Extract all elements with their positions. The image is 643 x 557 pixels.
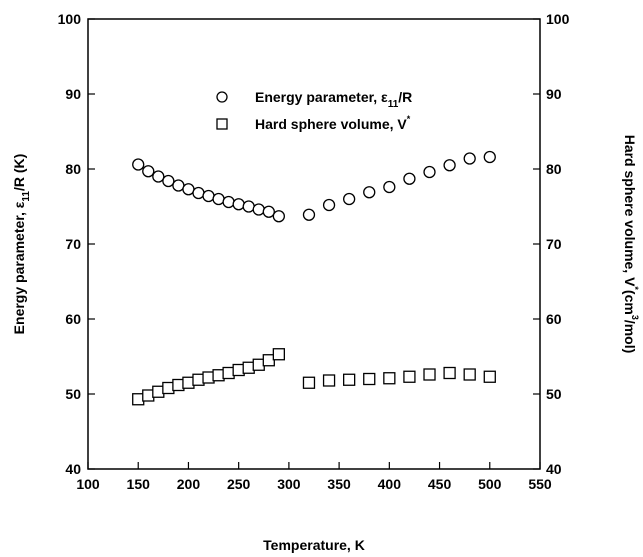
- hard-sphere-volume-point: [383, 372, 396, 385]
- energy-parameter-point: [463, 152, 476, 165]
- data-markers: [132, 150, 496, 406]
- energy-parameter-point: [302, 208, 316, 221]
- hard-sphere-volume-point: [483, 370, 496, 383]
- hard-sphere-volume-point: [322, 374, 336, 387]
- energy-parameter-point: [383, 180, 396, 194]
- hard-sphere-volume-point: [202, 371, 215, 384]
- x-axis-ticks: 100 150 200 250 300 350 400 450 500 550: [76, 462, 552, 492]
- energy-parameter-point: [212, 192, 225, 206]
- hard-sphere-volume-point: [463, 368, 476, 381]
- energy-parameter-point: [202, 189, 215, 203]
- y-right-tick-label: 80: [546, 161, 562, 177]
- energy-parameter-point: [252, 203, 265, 216]
- energy-parameter-point: [162, 174, 175, 188]
- energy-parameter-point: [262, 205, 275, 218]
- x-tick-label: 250: [227, 476, 251, 492]
- hard-sphere-volume-point: [403, 370, 416, 383]
- y-axis-right-label: Hard sphere volume, V*(cm3/mol): [622, 135, 640, 354]
- x-tick-label: 400: [378, 476, 402, 492]
- energy-parameter-point: [343, 192, 356, 206]
- x-tick-label: 450: [428, 476, 452, 492]
- hard-sphere-volume-point: [182, 376, 195, 389]
- hard-sphere-volume-point: [252, 358, 265, 371]
- hard-sphere-volume-point: [172, 378, 185, 392]
- hard-sphere-volume-point: [262, 354, 275, 367]
- legend-label-volume: Hard sphere volume, V*: [255, 114, 411, 132]
- energy-parameter-point: [232, 198, 245, 211]
- hard-sphere-volume-point: [272, 348, 285, 361]
- energy-parameter-point: [172, 179, 185, 192]
- hard-sphere-volume-point: [423, 368, 436, 381]
- hard-sphere-volume-point: [222, 366, 235, 380]
- y-axis-left-label: Energy parameter, ε11/R (K): [11, 154, 32, 335]
- y-axis-left-ticks: 40 50 60 70 80 90 100: [58, 11, 95, 477]
- energy-parameter-point: [242, 200, 255, 213]
- hard-sphere-volume-point: [192, 373, 205, 386]
- hard-sphere-volume-point: [232, 363, 245, 377]
- energy-parameter-point: [152, 170, 165, 183]
- legend-circle-marker: [216, 91, 228, 103]
- y-left-tick-label: 70: [65, 236, 81, 252]
- y-left-tick-label: 100: [58, 11, 82, 27]
- x-tick-label: 300: [277, 476, 301, 492]
- y-right-tick-label: 90: [546, 86, 562, 102]
- y-left-tick-label: 60: [65, 311, 81, 327]
- energy-parameter-point: [483, 150, 496, 164]
- y-right-tick-label: 40: [546, 461, 562, 477]
- energy-parameter-point: [443, 159, 456, 172]
- y-right-tick-label: 70: [546, 236, 562, 252]
- y-right-tick-label: 50: [546, 386, 562, 402]
- legend-square-marker: [216, 118, 228, 130]
- legend: Energy parameter, ε11/R Hard sphere volu…: [216, 89, 412, 132]
- hard-sphere-volume-point: [132, 393, 145, 406]
- y-left-tick-label: 90: [65, 86, 81, 102]
- energy-parameter-point: [403, 172, 416, 185]
- energy-parameter-point: [192, 186, 205, 200]
- x-tick-label: 150: [127, 476, 151, 492]
- x-tick-label: 100: [76, 476, 100, 492]
- hard-sphere-volume-point: [162, 381, 175, 395]
- y-right-tick-label: 60: [546, 311, 562, 327]
- energy-parameter-point: [222, 195, 235, 209]
- y-axis-right-ticks: 40 50 60 70 80 90 100: [533, 11, 570, 477]
- energy-parameter-point: [142, 165, 155, 178]
- y-left-tick-label: 80: [65, 161, 81, 177]
- hard-sphere-volume-point: [242, 361, 255, 374]
- energy-parameter-point: [363, 186, 376, 199]
- hard-sphere-volume-point: [343, 373, 356, 386]
- hard-sphere-volume-point: [212, 369, 225, 382]
- hard-sphere-volume-point: [363, 372, 376, 386]
- y-right-tick-label: 100: [546, 11, 570, 27]
- energy-parameter-point: [132, 158, 145, 171]
- hard-sphere-volume-point: [302, 376, 316, 389]
- x-tick-label: 200: [177, 476, 201, 492]
- plot-frame: [87, 18, 541, 470]
- x-axis-label: Temperature, K: [263, 537, 365, 553]
- hard-sphere-volume-point: [443, 366, 456, 380]
- y-left-tick-label: 40: [65, 461, 81, 477]
- energy-parameter-point: [322, 198, 336, 212]
- legend-label-energy: Energy parameter, ε11/R: [255, 89, 412, 110]
- x-tick-label: 550: [528, 476, 552, 492]
- energy-parameter-point: [272, 210, 285, 223]
- y-left-tick-label: 50: [65, 386, 81, 402]
- hard-sphere-volume-point: [152, 385, 165, 398]
- energy-parameter-point: [182, 183, 195, 196]
- energy-parameter-point: [423, 165, 436, 179]
- x-tick-label: 350: [327, 476, 351, 492]
- x-tick-label: 500: [478, 476, 502, 492]
- hard-sphere-volume-point: [142, 389, 155, 402]
